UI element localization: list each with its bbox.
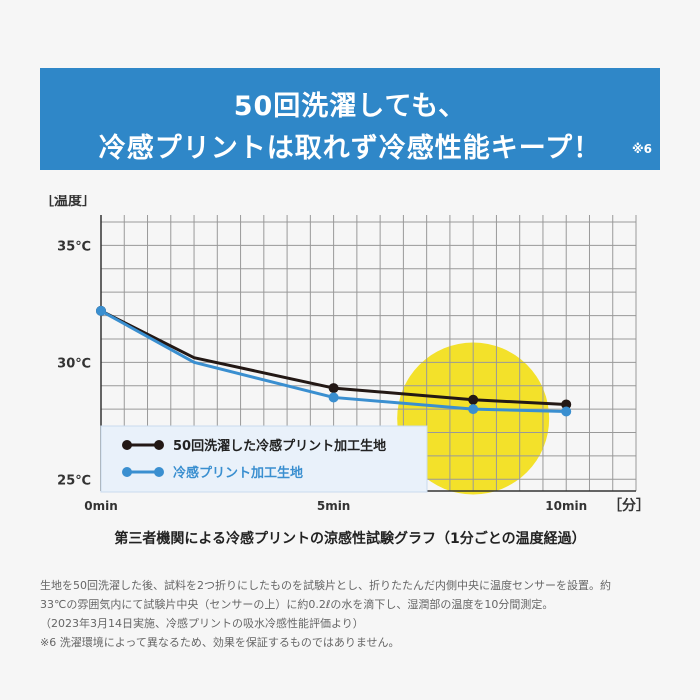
y-tick-label: 30℃ bbox=[57, 356, 91, 371]
x-tick-label: 10min bbox=[545, 499, 587, 513]
data-point bbox=[468, 394, 479, 405]
data-point bbox=[561, 406, 572, 417]
legend-swatch-dot bbox=[154, 467, 164, 477]
legend-swatch-dot bbox=[122, 440, 132, 450]
test-notes: 生地を50回洗濯した後、試料を2つ折りにしたものを試験片とし、折りたたんだ内側中… bbox=[40, 576, 670, 652]
legend-label: 50回洗濯した冷感プリント加工生地 bbox=[173, 438, 386, 454]
data-point bbox=[561, 399, 572, 410]
headline-line-1: 50回洗濯しても、 bbox=[233, 91, 467, 122]
y-axis-label: ［温度］ bbox=[40, 195, 96, 209]
data-point bbox=[328, 392, 339, 403]
footnote-mark: ※6 bbox=[631, 142, 652, 156]
chart-caption: 第三者機関による冷感プリントの涼感性試験グラフ（1分ごとの温度経過） bbox=[114, 531, 586, 547]
data-point bbox=[96, 305, 106, 316]
note-line: （2023年3月14日実施、冷感プリントの吸水冷感性能評価より） bbox=[40, 617, 364, 630]
legend-swatch-dot bbox=[154, 440, 164, 450]
note-line: 33℃の雰囲気内にて試験片中央（センサーの上）に約0.2ℓの水を滴下し、湿潤部の… bbox=[40, 598, 554, 611]
headline-banner: 50回洗濯しても、 冷感プリントは取れず冷感性能キープ！ ※6 bbox=[40, 68, 660, 170]
legend-label: 冷感プリント加工生地 bbox=[173, 465, 303, 481]
y-tick-label: 35℃ bbox=[57, 239, 91, 254]
x-tick-label: 0min bbox=[84, 499, 118, 513]
x-axis-label: ［分］ bbox=[608, 497, 650, 514]
data-point bbox=[328, 383, 339, 394]
legend-swatch-dot bbox=[122, 467, 132, 477]
headline-line-2: 冷感プリントは取れず冷感性能キープ！ bbox=[98, 133, 602, 164]
y-tick-label: 25℃ bbox=[57, 473, 91, 488]
data-point bbox=[468, 404, 479, 415]
x-tick-label: 5min bbox=[317, 499, 351, 513]
note-line: 生地を50回洗濯した後、試料を2つ折りにしたものを試験片とし、折りたたんだ内側中… bbox=[40, 579, 611, 592]
note-line: ※6 洗濯環境によって異なるため、効果を保証するものではありません。 bbox=[40, 636, 400, 649]
legend-box bbox=[100, 425, 428, 493]
